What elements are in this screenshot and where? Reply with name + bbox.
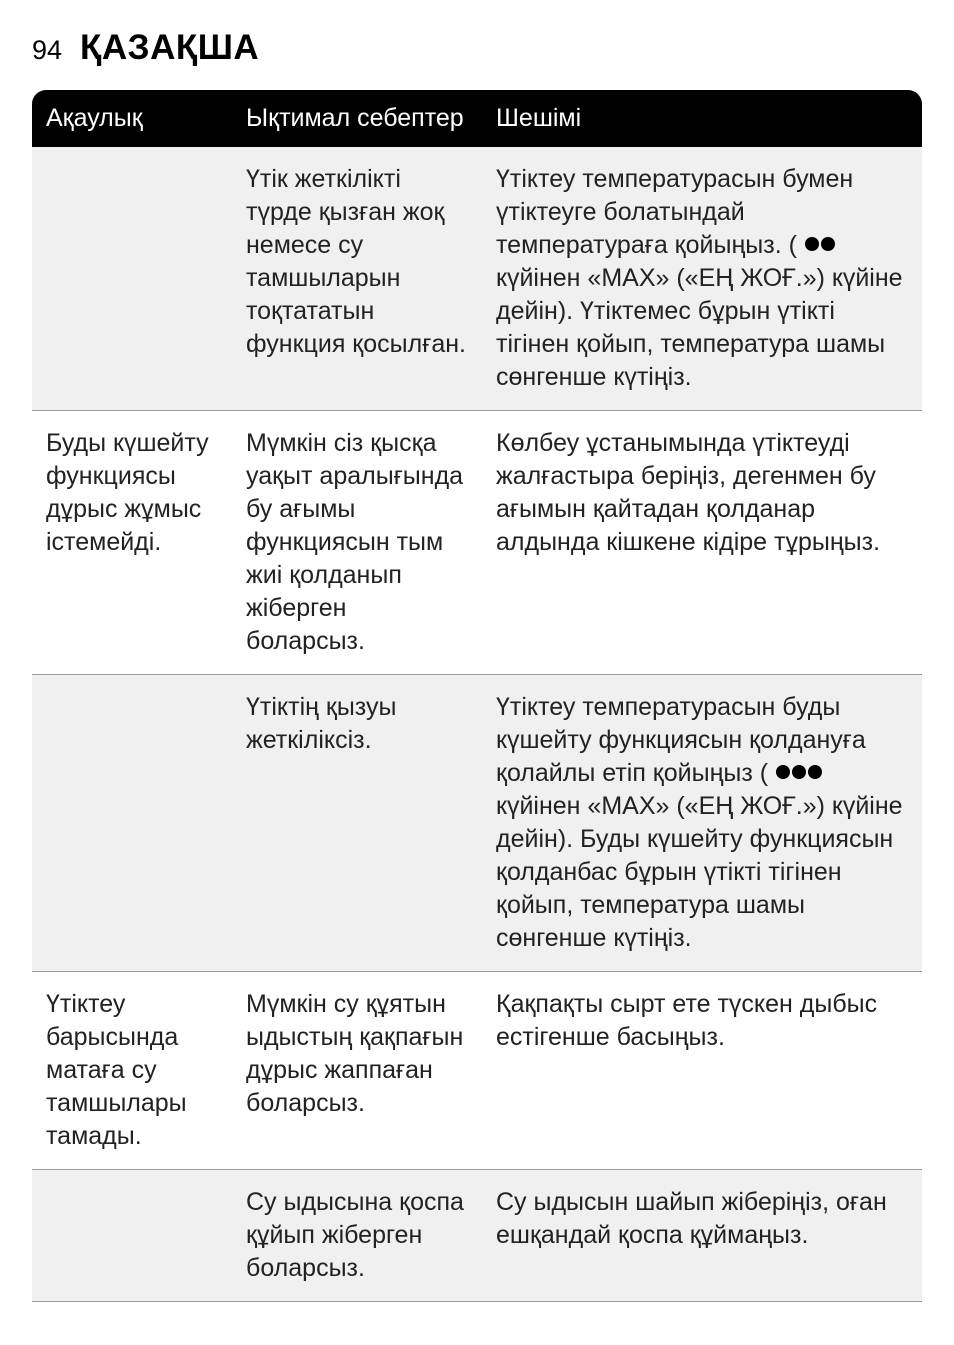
solution-text-before: Үтіктеу температурасын бумен үтіктеуге б…	[496, 165, 853, 259]
cell-cause: Үтік жеткілікті түрде қызған жоқ немесе …	[232, 147, 482, 411]
cell-cause: Мүмкін сіз қысқа уақыт аралығында бу ағы…	[232, 411, 482, 675]
page-number: 94	[32, 35, 62, 66]
table-body: Үтік жеткілікті түрде қызған жоқ немесе …	[32, 147, 922, 1302]
temperature-dot-icon	[805, 237, 819, 251]
page-header: 94 ҚАЗАҚША	[32, 28, 922, 68]
cell-problem: Үтіктеу барысында матаға су тамшылары та…	[32, 972, 232, 1170]
table-row: Су ыдысына қоспа құйып жіберген боларсыз…	[32, 1170, 922, 1302]
table-row: Үтік жеткілікті түрде қызған жоқ немесе …	[32, 147, 922, 411]
cell-solution: Көлбеу ұстанымында үтіктеуді жалғастыра …	[482, 411, 922, 675]
cell-cause: Мүмкін су құятын ыдыстың қақпағын дұрыс …	[232, 972, 482, 1170]
table-header-row: Ақаулық Ықтимал себептер Шешімі	[32, 90, 922, 147]
temperature-dot-icon	[792, 765, 806, 779]
cell-solution: Үтіктеу температурасын буды күшейту функ…	[482, 675, 922, 972]
temperature-dot-icon	[808, 765, 822, 779]
column-header-solution: Шешімі	[482, 90, 922, 147]
solution-text-after: күйінен «MAX» («ЕҢ ЖОҒ.») күйіне дейін).…	[496, 264, 903, 391]
solution-text-after: күйінен «MAX» («ЕҢ ЖОҒ.») күйіне дейін).…	[496, 792, 903, 952]
cell-solution: Қақпақты сырт ете түскен дыбыс естігенше…	[482, 972, 922, 1170]
table-row: Үтіктеу барысында матаға су тамшылары та…	[32, 972, 922, 1170]
cell-problem: Буды күшейту функциясы дұрыс жұмыс істем…	[32, 411, 232, 675]
cell-solution: Су ыдысын шайып жіберіңіз, оған ешқандай…	[482, 1170, 922, 1302]
table-row: Буды күшейту функциясы дұрыс жұмыс істем…	[32, 411, 922, 675]
cell-solution: Үтіктеу температурасын бумен үтіктеуге б…	[482, 147, 922, 411]
cell-problem	[32, 675, 232, 972]
table-row: Үтіктің қызуы жеткіліксіз.Үтіктеу темпер…	[32, 675, 922, 972]
cell-problem	[32, 1170, 232, 1302]
temperature-dot-icon	[821, 237, 835, 251]
troubleshooting-table: Ақаулық Ықтимал себептер Шешімі Үтік жет…	[32, 90, 922, 1302]
page-container: 94 ҚАЗАҚША Ақаулық Ықтимал себептер Шеші…	[0, 0, 954, 1334]
cell-cause: Үтіктің қызуы жеткіліксіз.	[232, 675, 482, 972]
temperature-dot-icon	[776, 765, 790, 779]
cell-cause: Су ыдысына қоспа құйып жіберген боларсыз…	[232, 1170, 482, 1302]
column-header-cause: Ықтимал себептер	[232, 90, 482, 147]
column-header-problem: Ақаулық	[32, 90, 232, 147]
cell-problem	[32, 147, 232, 411]
page-title: ҚАЗАҚША	[80, 28, 259, 68]
